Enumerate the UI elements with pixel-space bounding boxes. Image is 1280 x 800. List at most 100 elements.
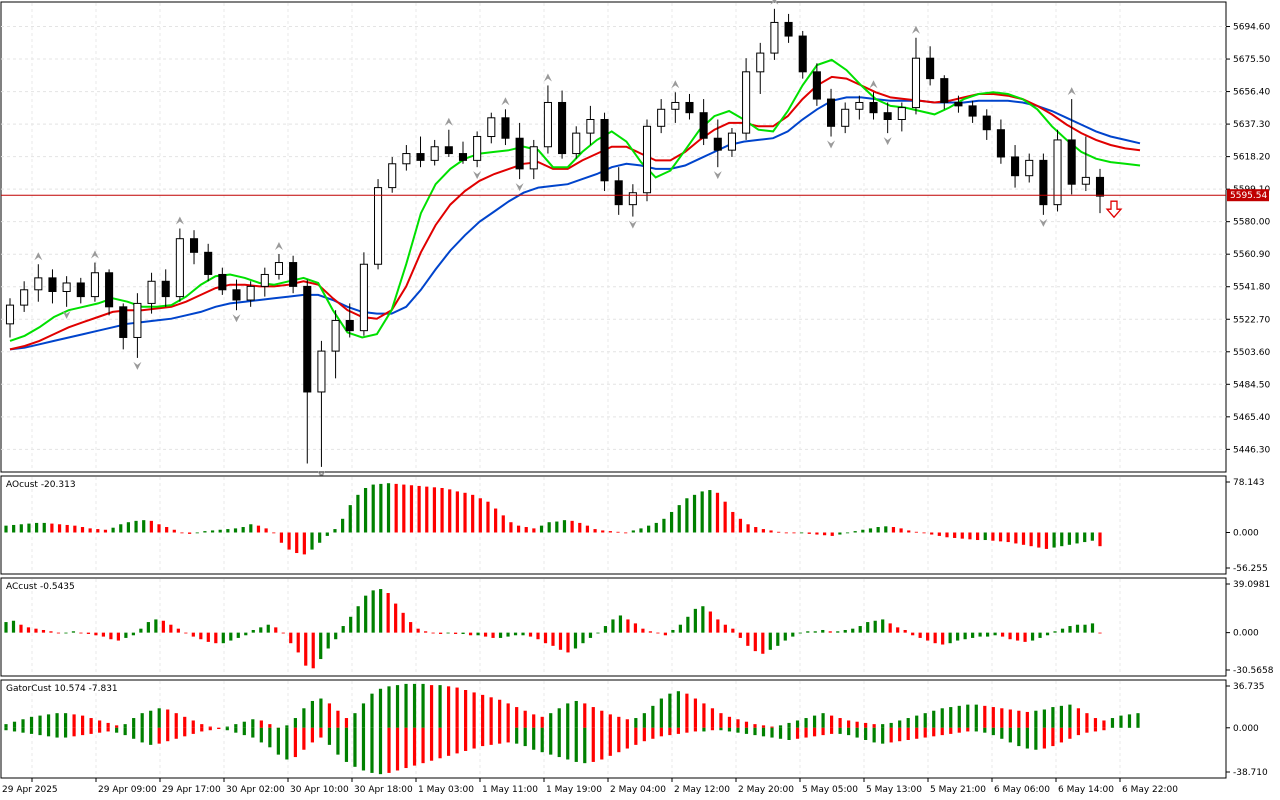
candle[interactable] bbox=[175, 228, 184, 302]
histogram-bar bbox=[476, 632, 480, 636]
candle[interactable] bbox=[76, 277, 85, 304]
candle[interactable] bbox=[189, 230, 199, 265]
candle[interactable] bbox=[883, 102, 892, 134]
gator-upper-bar bbox=[387, 686, 391, 728]
candle[interactable] bbox=[374, 179, 383, 270]
gator-upper-bar bbox=[1068, 704, 1072, 728]
histogram-bar bbox=[506, 632, 510, 637]
candle[interactable] bbox=[756, 42, 765, 94]
candle[interactable] bbox=[685, 93, 694, 120]
histogram-bar bbox=[922, 532, 926, 534]
candle[interactable] bbox=[1081, 136, 1090, 192]
candle[interactable] bbox=[62, 276, 71, 307]
ao-indicator-panel[interactable]: 78.143 0.000 -56.255 AOcust -20.313 bbox=[0, 475, 1268, 575]
candle[interactable] bbox=[784, 13, 793, 43]
candle[interactable] bbox=[430, 139, 439, 166]
histogram-bar bbox=[65, 524, 69, 533]
candle[interactable] bbox=[161, 269, 170, 307]
candle[interactable] bbox=[982, 109, 991, 140]
candle[interactable] bbox=[572, 126, 581, 159]
histogram-bar bbox=[654, 522, 658, 533]
candle[interactable] bbox=[841, 102, 850, 134]
candle[interactable] bbox=[331, 310, 340, 379]
candle[interactable] bbox=[487, 112, 496, 144]
candle[interactable] bbox=[1095, 168, 1105, 214]
candle[interactable] bbox=[388, 156, 397, 193]
candle[interactable] bbox=[1011, 145, 1020, 188]
y-tick-label: 78.143 bbox=[1233, 478, 1265, 488]
candle[interactable] bbox=[558, 90, 567, 159]
candle[interactable] bbox=[968, 100, 977, 123]
candle[interactable] bbox=[798, 30, 807, 79]
candle[interactable] bbox=[416, 136, 425, 168]
candle[interactable] bbox=[940, 75, 949, 110]
candle[interactable] bbox=[1039, 153, 1048, 215]
histogram-bar bbox=[94, 632, 98, 636]
candle[interactable] bbox=[90, 262, 99, 302]
candle[interactable] bbox=[48, 269, 57, 304]
candle[interactable] bbox=[1053, 129, 1062, 212]
candle[interactable] bbox=[218, 267, 227, 295]
candle[interactable] bbox=[246, 281, 255, 307]
candle[interactable] bbox=[359, 252, 368, 336]
candle[interactable] bbox=[827, 88, 836, 137]
histogram-bar bbox=[142, 520, 146, 533]
candle[interactable] bbox=[586, 105, 595, 146]
candle[interactable] bbox=[34, 264, 43, 302]
candle[interactable] bbox=[657, 99, 666, 134]
gator-indicator-panel[interactable]: 36.735 0.000 -38.710 GatorCust 10.574 -7.83… bbox=[0, 679, 1268, 779]
candle[interactable] bbox=[897, 102, 906, 132]
candle[interactable] bbox=[303, 279, 312, 464]
candle[interactable] bbox=[911, 37, 921, 115]
candle[interactable] bbox=[699, 99, 708, 146]
candle[interactable] bbox=[600, 112, 609, 192]
gator-upper-bar bbox=[744, 721, 749, 728]
gator-upper-bar bbox=[63, 713, 68, 728]
gator-lower-bar bbox=[29, 727, 34, 734]
candle[interactable] bbox=[869, 92, 878, 120]
candle[interactable] bbox=[274, 254, 284, 280]
candle[interactable] bbox=[855, 95, 864, 120]
price-panel[interactable]: 5694.605675.505656.405637.305618.205599.… bbox=[0, 0, 1270, 479]
ac-indicator-panel[interactable]: 39.0981 0.000 -30.5658 ACcust -0.5435 bbox=[0, 577, 1274, 677]
candle[interactable] bbox=[133, 293, 142, 358]
candle[interactable] bbox=[317, 340, 326, 467]
candle[interactable] bbox=[812, 63, 821, 106]
candle[interactable] bbox=[5, 298, 15, 338]
candle[interactable] bbox=[1067, 99, 1076, 195]
histogram-bar bbox=[1045, 632, 1050, 636]
candle[interactable] bbox=[628, 184, 637, 217]
candle[interactable] bbox=[770, 8, 779, 60]
candle[interactable] bbox=[147, 272, 156, 314]
candle[interactable] bbox=[515, 122, 524, 180]
candle[interactable] bbox=[232, 279, 241, 311]
candle[interactable] bbox=[458, 141, 468, 164]
candle[interactable] bbox=[402, 145, 411, 171]
candle[interactable] bbox=[119, 303, 128, 350]
gator-lower-bar bbox=[225, 727, 229, 731]
candle[interactable] bbox=[529, 139, 538, 180]
candle[interactable] bbox=[614, 167, 623, 215]
candle[interactable] bbox=[996, 119, 1005, 164]
candle[interactable] bbox=[954, 95, 963, 113]
candle[interactable] bbox=[345, 303, 354, 338]
candle[interactable] bbox=[260, 267, 269, 297]
histogram-bar bbox=[777, 531, 781, 533]
candle[interactable] bbox=[543, 85, 552, 154]
histogram-bar bbox=[206, 632, 210, 642]
candle[interactable] bbox=[926, 46, 935, 86]
candle[interactable] bbox=[501, 109, 510, 146]
candle[interactable] bbox=[473, 131, 482, 168]
candle[interactable] bbox=[204, 243, 213, 282]
candle[interactable] bbox=[444, 129, 453, 157]
candle[interactable] bbox=[642, 119, 652, 202]
candle[interactable] bbox=[727, 128, 736, 157]
candle[interactable] bbox=[105, 269, 114, 316]
candle[interactable] bbox=[20, 281, 29, 312]
candle[interactable] bbox=[671, 92, 680, 123]
candle[interactable] bbox=[713, 119, 722, 168]
candle[interactable] bbox=[1025, 153, 1034, 183]
candle[interactable] bbox=[742, 58, 751, 140]
candle[interactable] bbox=[289, 255, 298, 294]
